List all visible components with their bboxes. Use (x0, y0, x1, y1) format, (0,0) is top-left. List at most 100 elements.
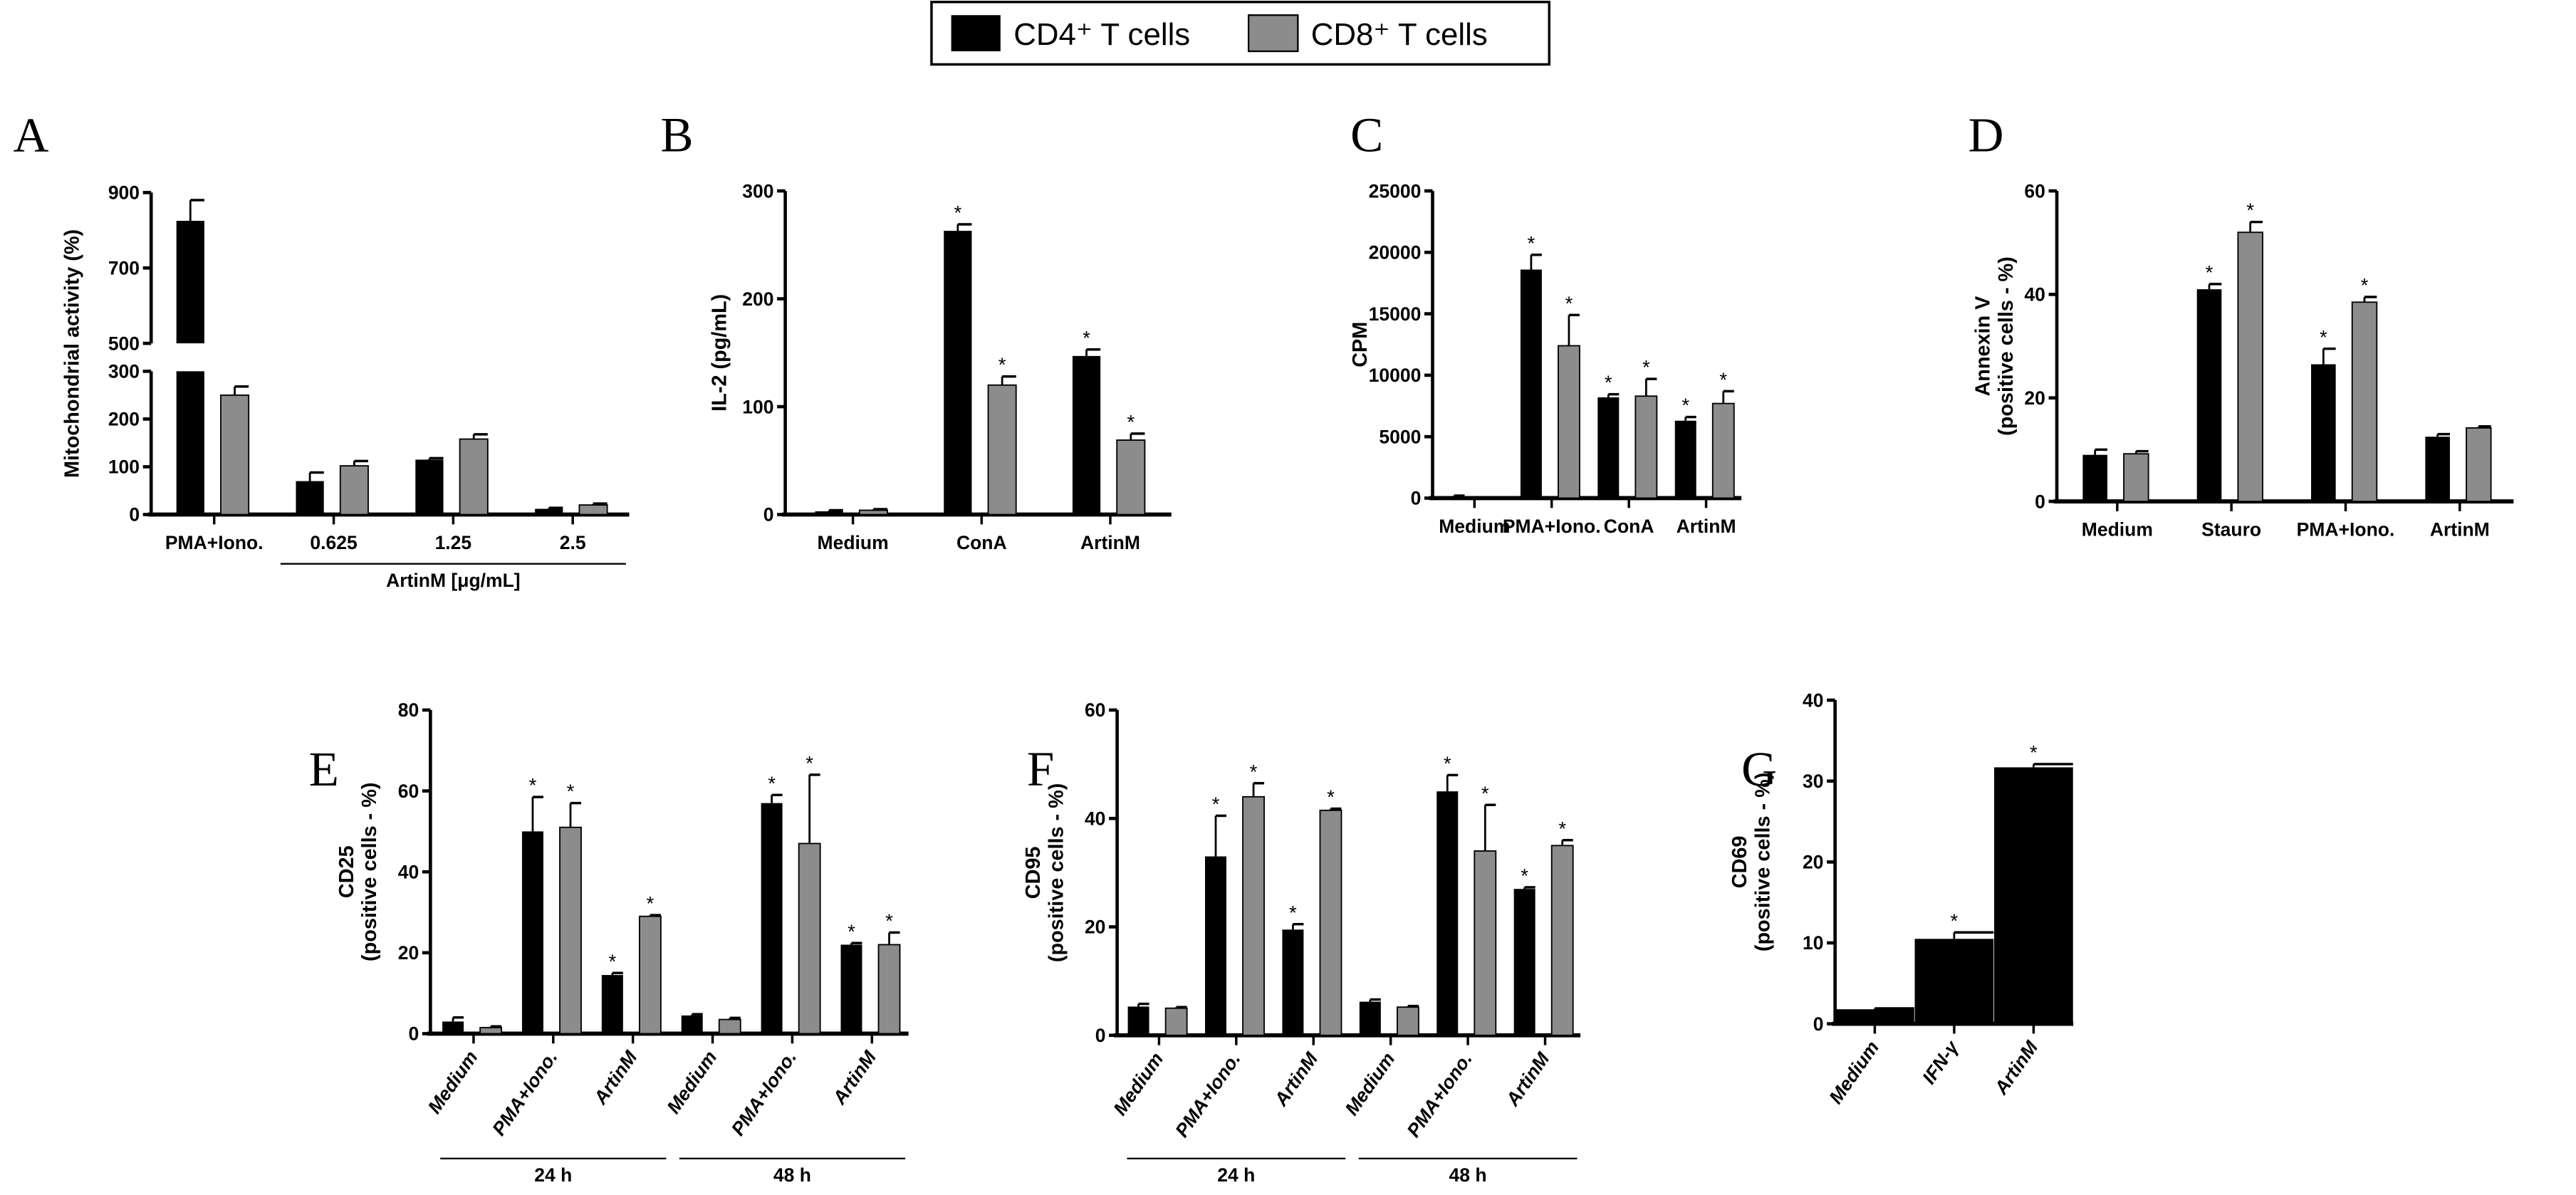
bar-cd4 (1072, 355, 1101, 515)
bar-cd4 (1127, 1006, 1149, 1035)
bar-cd4 (601, 975, 623, 1034)
bar-cd8 (718, 1018, 741, 1035)
x-tick-label: PMA+Iono. (165, 532, 264, 553)
significance-star: * (1681, 395, 1689, 417)
y-axis-label: (positive cells - %) (358, 782, 381, 961)
significance-star: * (2206, 261, 2213, 283)
bar-cd4 (1513, 889, 1535, 1035)
panel-letter: G (1741, 741, 1777, 796)
bar-cd4 (2425, 437, 2450, 502)
bar-cd8 (220, 394, 250, 516)
x-tick-label: ArtinM (1270, 1048, 1323, 1111)
panel-letter: A (13, 108, 48, 162)
x-tick-label: PMA+Iono. (2297, 518, 2395, 540)
y-tick-label: 40 (398, 861, 419, 882)
y-axis-label: CD25 (335, 845, 358, 898)
y-tick-label: 300 (742, 180, 773, 202)
significance-star: * (2246, 199, 2254, 221)
panel-e: E 0 20 40 60 80 CD25 (positive cells - %) Medium… (309, 699, 909, 1186)
y-tick-label: 100 (108, 456, 140, 478)
significance-star: * (998, 354, 1006, 376)
bar-cd8 (1558, 345, 1580, 499)
x-tick-label: Medium (1439, 516, 1510, 537)
significance-star: * (1605, 372, 1612, 394)
panel-letter: B (660, 108, 693, 162)
significance-star: * (1327, 786, 1335, 808)
y-tick-label: 100 (742, 396, 773, 417)
bar-cd8 (459, 438, 489, 516)
x-tick-label: ArtinM (828, 1046, 881, 1109)
x-tick-label: 0.625 (310, 532, 358, 553)
panel-d: D 0 20 40 60 Annexin V (positive cells - %) Med… (1968, 108, 2514, 540)
y-tick-label: 20 (398, 942, 419, 964)
bar-cd8 (1550, 845, 1574, 1036)
bar-cd4 (1282, 929, 1304, 1035)
y-tick-label: 10000 (1369, 365, 1422, 386)
significance-star: * (885, 910, 893, 932)
bar-cd4 (1436, 791, 1459, 1035)
y-tick-label: 20 (1803, 852, 1824, 873)
y-tick-label: 900 (108, 182, 140, 204)
bar-cd8 (2351, 301, 2378, 502)
bar-cd4 (2196, 289, 2222, 502)
y-axis-label: IL-2 (pg/mL) (709, 294, 731, 412)
bar-cd4 (1835, 1009, 1914, 1024)
y-axis-label: CPM (1349, 322, 1372, 367)
bar-cd8 (798, 842, 821, 1035)
panel-c: C 0 5000 10000 15000 20000 25000 CPM MediumPMA+I… (1349, 108, 1742, 537)
y-tick-label: 0 (129, 504, 140, 526)
y-axis-label: (positive cells - %) (1995, 256, 2018, 436)
y-axis-label: Mitochondrial activity (%) (61, 229, 84, 478)
y-tick-label: 5000 (1379, 426, 1421, 447)
bar-cd8 (1116, 439, 1146, 516)
legend: CD4⁺ T cells CD8⁺ T cells (930, 1, 1551, 66)
y-tick-label: 0 (2035, 491, 2045, 512)
y-axis-label: CD69 (1728, 836, 1751, 889)
bar-cd8 (339, 465, 369, 516)
bar-cd8 (1242, 795, 1265, 1036)
bar-cd4 (521, 831, 543, 1034)
significance-star: * (1565, 292, 1573, 314)
y-tick-label: 15000 (1369, 303, 1422, 325)
significance-star: * (1250, 761, 1258, 783)
significance-star: * (2361, 274, 2369, 296)
bar-cd4-upper (176, 221, 204, 344)
y-tick-label: 200 (108, 409, 140, 430)
y-tick-label: 30 (1803, 771, 1824, 792)
group-label: 48 h (773, 1164, 811, 1186)
x-tick-label: Medium (1109, 1048, 1167, 1119)
significance-star: * (1481, 782, 1489, 804)
significance-star: * (1528, 232, 1535, 254)
x-tick-label: PMA+Iono. (1402, 1048, 1476, 1141)
y-tick-label: 300 (108, 361, 140, 382)
group-label: 48 h (1449, 1164, 1487, 1186)
bar-cd4 (944, 231, 972, 515)
bar-cd4 (761, 803, 783, 1034)
bar-cd8 (877, 944, 901, 1035)
bar-cd4 (2311, 364, 2336, 502)
y-tick-label: 200 (742, 288, 773, 310)
bar-cd4 (535, 508, 563, 515)
y-axis-label: (positive cells - %) (1751, 773, 1774, 952)
panel-letter: D (1968, 108, 2003, 162)
significance-star: * (1289, 902, 1297, 924)
bar-cd8 (2123, 453, 2149, 502)
group-label: 24 h (1217, 1164, 1255, 1186)
x-tick-label: IFN-γ (1918, 1036, 1963, 1088)
y-tick-label: 20 (2024, 387, 2045, 409)
significance-star: * (647, 892, 655, 914)
panel-letter: E (309, 741, 339, 796)
x-tick-label: Stauro (2201, 518, 2261, 540)
bar-cd4 (1597, 397, 1620, 499)
x-tick-label: ConA (956, 532, 1007, 553)
bar-cd4 (442, 1021, 464, 1034)
x-tick-label: PMA+Iono. (488, 1047, 562, 1139)
significance-star: * (848, 920, 855, 942)
legend-swatch-cd4 (951, 15, 1001, 52)
bar-cd8 (479, 1027, 503, 1035)
legend-swatch-cd8 (1247, 14, 1299, 53)
significance-star: * (1127, 411, 1135, 433)
y-tick-label: 25000 (1369, 180, 1422, 202)
y-tick-label: 500 (108, 333, 140, 354)
significance-star: * (608, 950, 616, 972)
